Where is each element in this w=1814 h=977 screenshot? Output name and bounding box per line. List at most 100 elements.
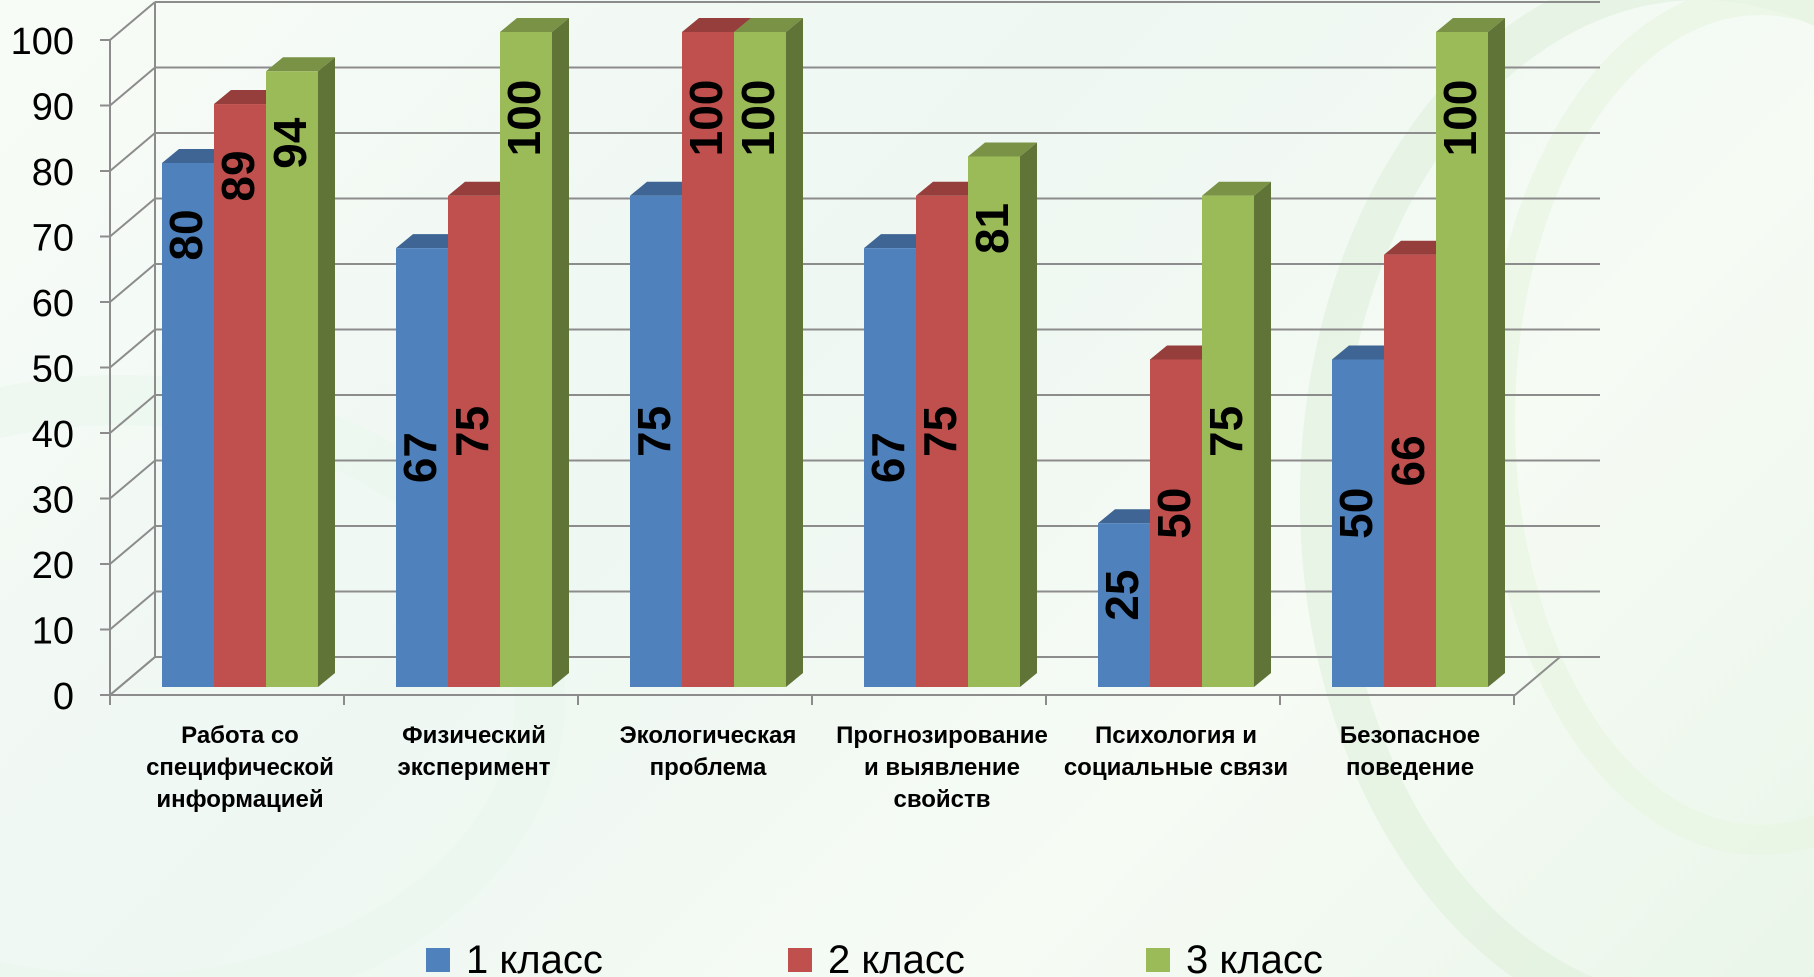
y-tick-label: 30 bbox=[32, 480, 74, 522]
bar-top bbox=[1202, 181, 1271, 196]
bar-top bbox=[916, 181, 985, 196]
x-category-line: свойств bbox=[893, 786, 990, 813]
bar-front bbox=[734, 32, 786, 687]
bar-front bbox=[1202, 195, 1254, 687]
x-category-line: социальные связи bbox=[1064, 754, 1288, 781]
x-category-line: Работа со bbox=[181, 722, 299, 749]
bar-top bbox=[1098, 509, 1167, 524]
bar-front bbox=[266, 71, 318, 688]
x-category-line: Экологическая bbox=[620, 722, 797, 749]
bar-side bbox=[1254, 181, 1271, 687]
x-category-line: Физический bbox=[402, 722, 546, 749]
data-label: 94 bbox=[264, 117, 316, 169]
x-category-line: специфической bbox=[146, 754, 334, 781]
y-axis-ticks: 0 10 20 30 40 50 60 70 80 90 100 bbox=[11, 21, 74, 718]
gridline-diagonal bbox=[109, 66, 156, 107]
bar-side bbox=[552, 18, 569, 687]
gridline-diagonal bbox=[109, 1, 156, 41]
bar-top bbox=[162, 149, 231, 163]
y-tick-label: 40 bbox=[32, 414, 74, 456]
gridline-diagonal bbox=[109, 197, 156, 238]
x-category-line: поведение bbox=[1346, 754, 1474, 781]
bar-front bbox=[500, 32, 552, 687]
data-label: 50 bbox=[1148, 488, 1200, 539]
x-category-line: информацией bbox=[156, 786, 323, 813]
bar-top bbox=[1384, 240, 1453, 255]
legend-label: 3 класс bbox=[1186, 938, 1323, 977]
data-label: 100 bbox=[732, 80, 784, 157]
y-tick-label: 50 bbox=[32, 349, 74, 391]
bar-top bbox=[500, 18, 569, 32]
bar-top bbox=[968, 142, 1037, 157]
bar-top bbox=[396, 234, 465, 249]
data-label: 81 bbox=[966, 203, 1018, 254]
bar-front bbox=[448, 195, 500, 687]
y-tick-label: 90 bbox=[32, 87, 74, 129]
x-category-line: эксперимент bbox=[398, 754, 551, 781]
gridline-diagonal bbox=[109, 328, 156, 369]
data-label: 66 bbox=[1382, 435, 1434, 486]
bar-front bbox=[1436, 32, 1488, 687]
x-category-line: Прогнозирование bbox=[836, 722, 1048, 749]
data-label: 67 bbox=[394, 432, 446, 483]
bar-side bbox=[1488, 18, 1505, 687]
bar bbox=[1202, 181, 1271, 687]
legend-swatch bbox=[426, 948, 450, 972]
legend: 1 класс 2 класс 3 класс bbox=[426, 938, 1323, 977]
x-category-line: Безопасное bbox=[1340, 722, 1480, 749]
gridline-diagonal bbox=[109, 263, 156, 303]
gridline-diagonal bbox=[109, 590, 156, 631]
bar-top bbox=[1332, 345, 1401, 360]
bar-side bbox=[1020, 142, 1037, 687]
data-label: 75 bbox=[1200, 406, 1252, 457]
bar-front bbox=[1098, 523, 1150, 687]
bar-front bbox=[630, 195, 682, 687]
bar-front bbox=[1332, 359, 1384, 687]
bar-side bbox=[786, 18, 803, 687]
y-tick-label: 20 bbox=[32, 545, 74, 587]
bar-top bbox=[734, 18, 803, 32]
bar-top bbox=[1436, 18, 1505, 32]
bar-front bbox=[864, 248, 916, 687]
bar-front bbox=[682, 32, 734, 687]
x-category-label: Экологическая проблема bbox=[620, 722, 797, 781]
y-tick-label: 60 bbox=[32, 283, 74, 325]
legend-item: 3 класс bbox=[1146, 938, 1323, 977]
legend-item: 2 класс bbox=[788, 938, 965, 977]
legend-item: 1 класс bbox=[426, 938, 603, 977]
bar bbox=[1436, 18, 1505, 687]
x-category-label: Работа со специфической информацией bbox=[146, 722, 334, 813]
legend-swatch bbox=[1146, 948, 1170, 972]
x-category-label: Прогнозирование и выявление свойств bbox=[836, 722, 1048, 813]
y-tick-label: 70 bbox=[32, 218, 74, 260]
x-category-line: и выявление bbox=[864, 754, 1020, 781]
bar bbox=[266, 57, 335, 688]
gridline-diagonal bbox=[109, 394, 156, 434]
y-tick-label: 10 bbox=[32, 611, 74, 653]
bar-top bbox=[630, 181, 699, 196]
bar-top bbox=[864, 234, 933, 249]
data-label: 80 bbox=[160, 209, 212, 260]
bar-top bbox=[1150, 345, 1219, 360]
bar-front bbox=[214, 104, 266, 688]
y-tick-label: 100 bbox=[11, 21, 74, 63]
y-tick-label: 80 bbox=[32, 152, 74, 194]
bar-front bbox=[916, 195, 968, 687]
x-category-line: проблема bbox=[650, 754, 767, 781]
data-label: 100 bbox=[498, 80, 550, 157]
bar-front bbox=[162, 163, 214, 687]
gridline-diagonal bbox=[109, 459, 156, 500]
data-label: 75 bbox=[446, 406, 498, 457]
gridline-diagonal bbox=[109, 525, 156, 565]
bar-top bbox=[266, 57, 335, 72]
bar-side bbox=[318, 57, 335, 688]
x-category-line: Психология и bbox=[1095, 722, 1257, 749]
legend-label: 2 класс bbox=[828, 938, 965, 977]
data-label: 75 bbox=[914, 406, 966, 457]
bar-top bbox=[214, 90, 283, 105]
x-category-label: Физический эксперимент bbox=[398, 722, 551, 781]
data-label: 100 bbox=[1434, 80, 1486, 157]
bar-top bbox=[682, 18, 751, 32]
